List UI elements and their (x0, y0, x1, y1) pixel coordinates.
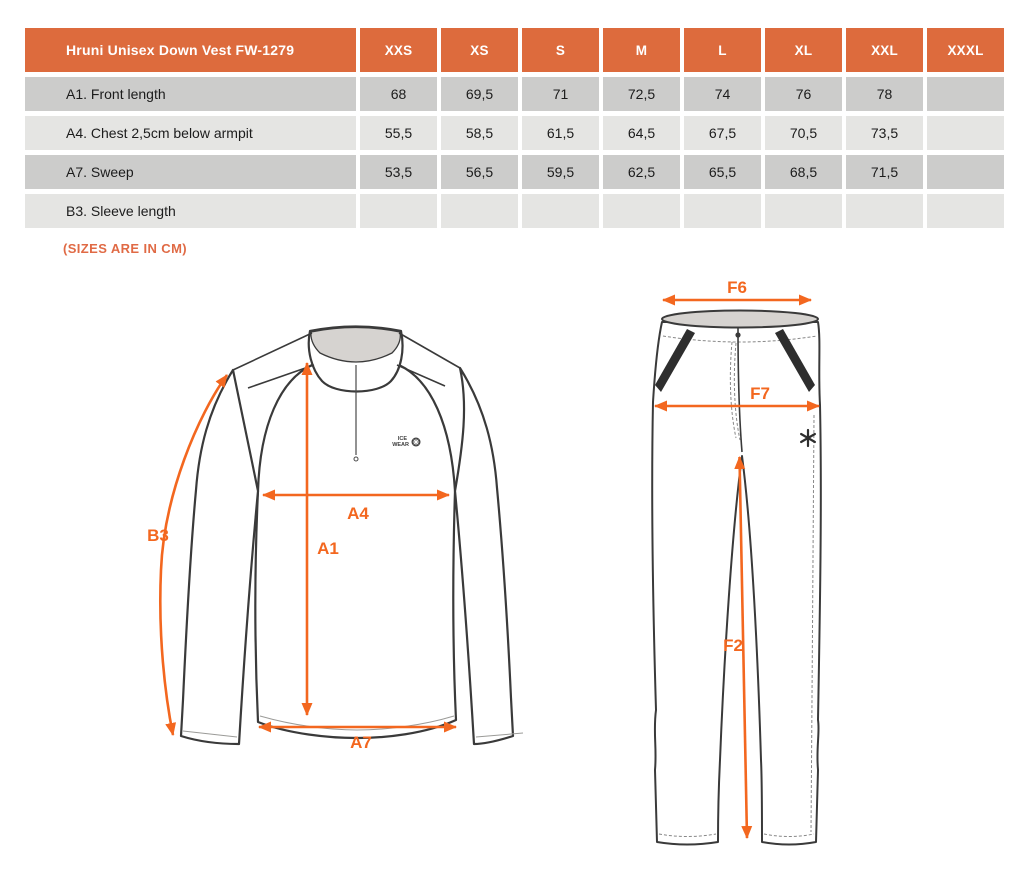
pants-body (651, 321, 822, 846)
row-label-b3: B3. Sleeve length (25, 194, 356, 228)
value-a7-m: 62,5 (603, 155, 680, 189)
f7-label: F7 (750, 384, 770, 403)
value-a7-xxs: 53,5 (360, 155, 437, 189)
zipper (353, 365, 359, 462)
value-b3-xxl (846, 194, 923, 228)
jacket-diagram: ICE WEAR B3 A4 A1 A7 (147, 325, 524, 752)
icewear-logo: ICE WEAR (392, 436, 421, 448)
center-front-seam (737, 326, 743, 453)
value-a7-l: 65,5 (684, 155, 761, 189)
value-a1-xxxl (927, 77, 1004, 111)
value-b3-s (522, 194, 599, 228)
jacket-measure-arrows (158, 362, 457, 736)
waist-button (735, 332, 741, 338)
jacket-left-sleeve (179, 368, 260, 746)
collar-inner-back (310, 326, 401, 363)
f2-label: F2 (723, 636, 743, 655)
value-b3-m (603, 194, 680, 228)
value-a1-l: 74 (684, 77, 761, 111)
value-a1-xxs: 68 (360, 77, 437, 111)
a7-label: A7 (350, 733, 372, 752)
value-a7-xxxl (927, 155, 1004, 189)
value-a4-m: 64,5 (603, 116, 680, 150)
pants-stitching (658, 335, 818, 837)
value-a4-xxs: 55,5 (360, 116, 437, 150)
logo-snowflake-icon (411, 437, 421, 447)
value-a4-xl: 70,5 (765, 116, 842, 150)
row-label-a4: A4. Chest 2,5cm below armpit (25, 116, 356, 150)
pants-diagram: F6 F7 F2 (651, 280, 822, 846)
logo-wear-text: WEAR (392, 442, 409, 448)
value-a7-xxl: 71,5 (846, 155, 923, 189)
value-a7-s: 59,5 (522, 155, 599, 189)
size-table: Hruni Unisex Down Vest FW-1279 XXS XS S … (25, 28, 1004, 228)
table-title-cell: Hruni Unisex Down Vest FW-1279 (25, 28, 356, 72)
value-a1-m: 72,5 (603, 77, 680, 111)
column-header-s: S (522, 28, 599, 72)
pants-snowflake-icon (799, 428, 817, 448)
row-label-a1: A1. Front length (25, 77, 356, 111)
waistband-top (661, 309, 819, 329)
value-a4-xxl: 73,5 (846, 116, 923, 150)
pants-measure-arrows (654, 294, 820, 839)
right-pocket (775, 329, 815, 392)
value-a7-xl: 68,5 (765, 155, 842, 189)
column-header-xl: XL (765, 28, 842, 72)
column-header-m: M (603, 28, 680, 72)
a4-label: A4 (347, 504, 369, 523)
value-b3-xxxl (927, 194, 1004, 228)
value-a4-xs: 58,5 (441, 116, 518, 150)
column-header-xxxl: XXXL (927, 28, 1004, 72)
value-a7-xs: 56,5 (441, 155, 518, 189)
value-a4-xxxl (927, 116, 1004, 150)
f2-arrow (734, 456, 753, 839)
value-b3-xs (441, 194, 518, 228)
f6-label: F6 (727, 280, 747, 297)
value-a1-xs: 69,5 (441, 77, 518, 111)
value-a4-s: 61,5 (522, 116, 599, 150)
column-header-l: L (684, 28, 761, 72)
value-b3-xxs (360, 194, 437, 228)
value-a1-xxl: 78 (846, 77, 923, 111)
a1-label: A1 (317, 539, 339, 558)
column-header-xs: XS (441, 28, 518, 72)
logo-ice-text: ICE (398, 436, 408, 442)
b3-arrow (158, 374, 229, 736)
units-note: (SIZES ARE IN CM) (63, 241, 188, 256)
value-b3-l (684, 194, 761, 228)
value-a4-l: 67,5 (684, 116, 761, 150)
value-a1-xl: 76 (765, 77, 842, 111)
b3-label: B3 (147, 526, 169, 545)
column-header-xxl: XXL (846, 28, 923, 72)
jacket-right-sleeve (453, 366, 515, 746)
value-b3-xl (765, 194, 842, 228)
row-label-a7: A7. Sweep (25, 155, 356, 189)
left-pocket (655, 329, 695, 392)
column-header-xxs: XXS (360, 28, 437, 72)
value-a1-s: 71 (522, 77, 599, 111)
